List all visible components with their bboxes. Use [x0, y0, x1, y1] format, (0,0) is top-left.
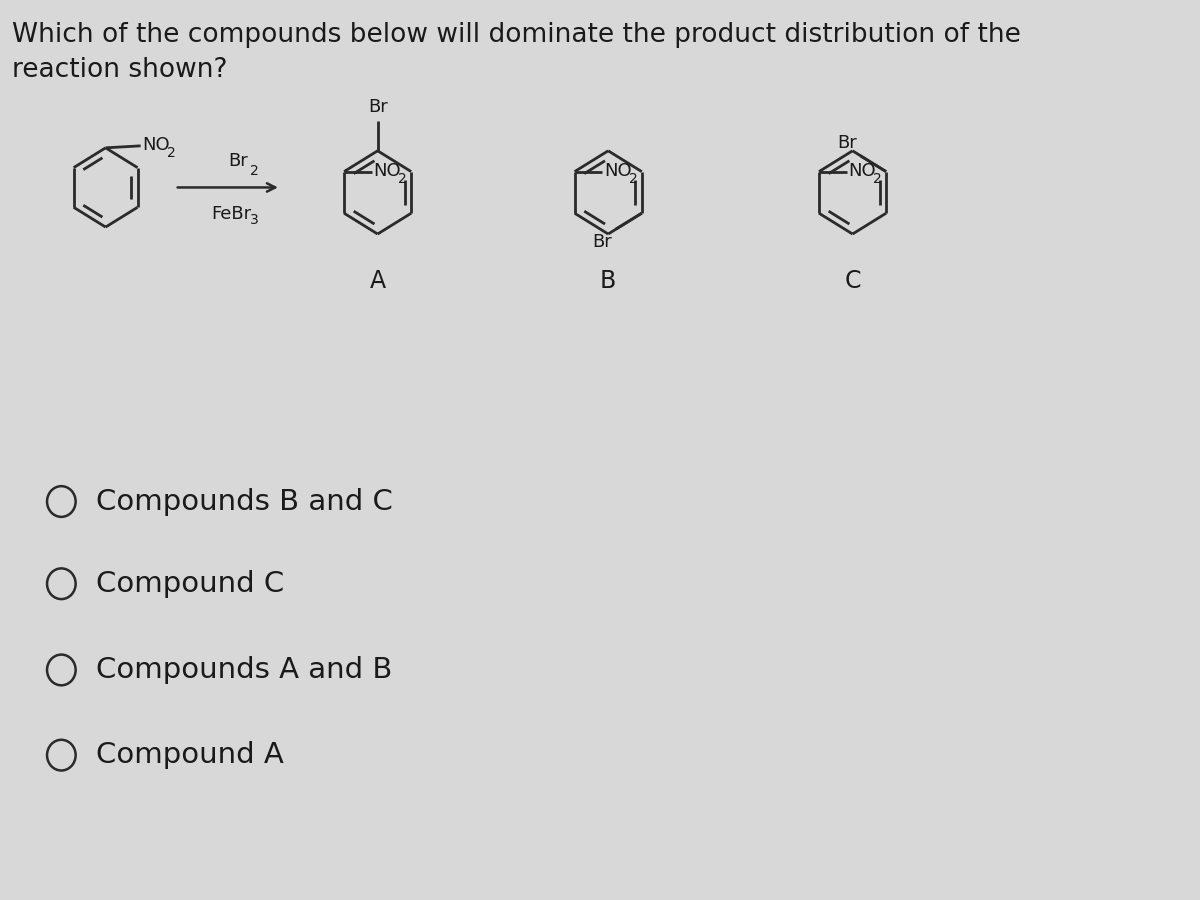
Text: NO: NO	[848, 162, 876, 180]
Text: 2: 2	[251, 164, 259, 177]
Text: Compounds A and B: Compounds A and B	[96, 656, 392, 684]
Text: C: C	[845, 269, 860, 292]
Text: 2: 2	[398, 172, 407, 185]
Text: Br: Br	[836, 134, 857, 152]
Text: Compound C: Compound C	[96, 570, 284, 598]
Text: 2: 2	[629, 172, 637, 185]
Text: A: A	[370, 269, 385, 292]
Text: 2: 2	[872, 172, 882, 185]
Text: Br: Br	[593, 233, 612, 251]
Text: Which of the compounds below will dominate the product distribution of the: Which of the compounds below will domina…	[12, 22, 1020, 48]
Text: Br: Br	[228, 151, 247, 169]
Text: NO: NO	[373, 162, 401, 180]
Text: Br: Br	[367, 98, 388, 116]
Text: NO: NO	[604, 162, 631, 180]
Text: 2: 2	[167, 146, 175, 160]
Text: Compounds B and C: Compounds B and C	[96, 488, 392, 516]
Text: B: B	[600, 269, 617, 292]
Text: 3: 3	[251, 213, 259, 227]
Text: FeBr: FeBr	[211, 205, 251, 223]
Text: Compound A: Compound A	[96, 741, 283, 770]
Text: NO: NO	[143, 136, 170, 154]
Text: reaction shown?: reaction shown?	[12, 57, 227, 83]
